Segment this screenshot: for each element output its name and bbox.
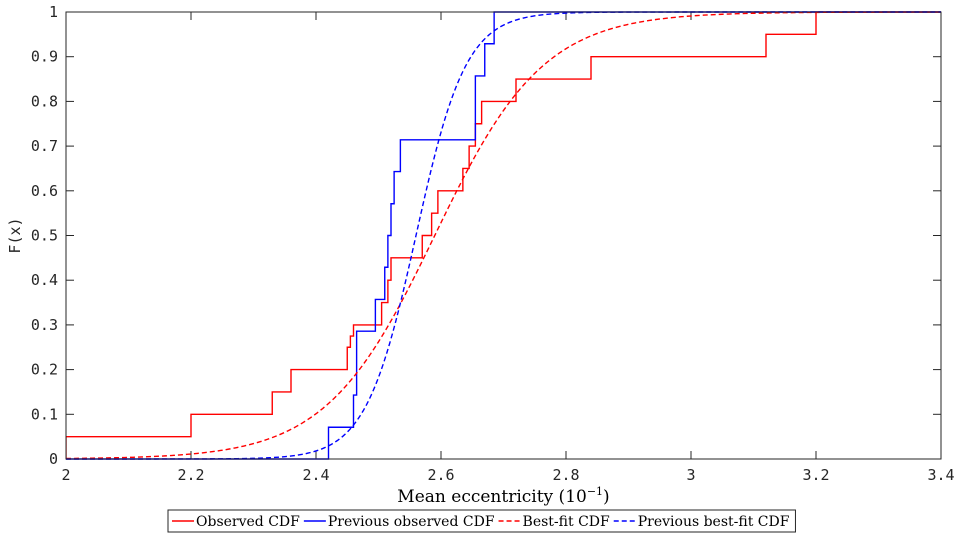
y-tick-label: 0 (49, 450, 58, 468)
y-tick-label: 0.6 (31, 182, 58, 200)
series-line-3 (66, 11, 941, 460)
x-tick-label: 2.6 (427, 466, 454, 484)
x-tick-label: 3.4 (927, 466, 954, 484)
x-axis-label-close: ) (603, 487, 610, 507)
series-line-4 (66, 11, 941, 460)
series-line-2 (66, 11, 941, 460)
legend-box (167, 509, 796, 533)
y-tick-label: 0.2 (31, 361, 58, 379)
series-line-1 (66, 11, 941, 459)
y-tick-label: 0.3 (31, 316, 58, 334)
legend-label-2: Previous observed CDF (328, 514, 495, 530)
legend-label-4: Previous best-fit CDF (638, 514, 790, 530)
y-tick-label: 0.4 (31, 271, 58, 289)
y-axis-label: F(x) (6, 217, 24, 253)
legend-label-1: Observed CDF (196, 514, 300, 530)
x-tick-label: 2.8 (552, 466, 579, 484)
plot-lines (66, 11, 941, 460)
y-tick-label: 1 (49, 3, 58, 21)
plot-frame (65, 11, 942, 460)
x-axis: 2 2.2 2.4 2.6 2.8 3 3.2 3.4 (61, 12, 955, 484)
y-tick-label: 0.5 (31, 227, 58, 245)
y-tick-label: 0.1 (31, 405, 58, 423)
y-axis: 0 0.1 0.2 0.3 0.4 0.5 0.6 0.7 0.8 0.9 1 (31, 3, 941, 468)
x-axis-label-exponent: −1 (587, 485, 603, 498)
y-tick-label: 0.9 (31, 48, 58, 66)
x-tick-label: 3.2 (802, 466, 829, 484)
x-axis-label-text: Mean eccentricity (10 (397, 487, 587, 507)
x-tick-label: 3 (686, 466, 695, 484)
y-tick-label: 0.8 (31, 92, 58, 110)
legend-label-3: Best-fit CDF (523, 514, 610, 530)
legend: Observed CDF Previous observed CDF Best-fi… (167, 509, 796, 533)
y-tick-label: 0.7 (31, 137, 58, 155)
x-tick-label: 2.4 (302, 466, 329, 484)
x-axis-label: Mean eccentricity (10−1) (397, 485, 609, 507)
x-tick-label: 2 (61, 466, 70, 484)
x-tick-label: 2.2 (177, 466, 204, 484)
